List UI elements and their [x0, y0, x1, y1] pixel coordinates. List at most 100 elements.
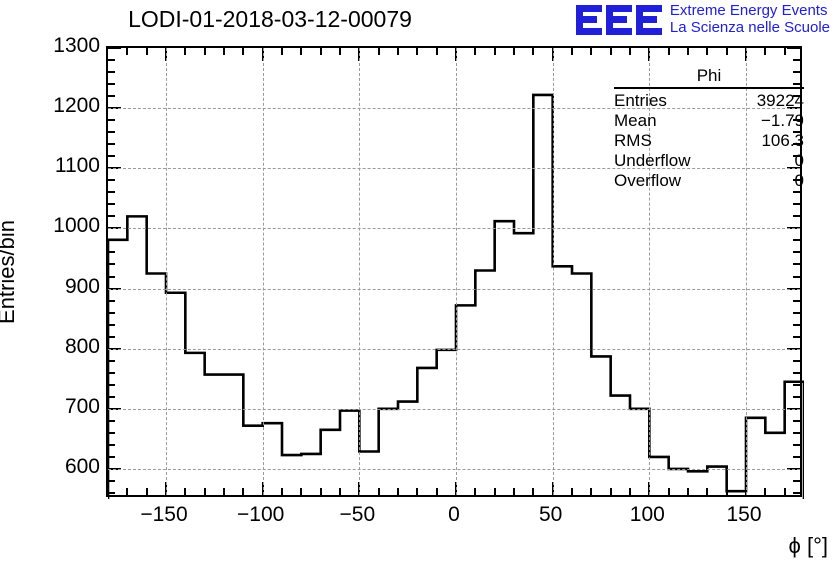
stats-row-value: 106.3: [761, 131, 804, 151]
stats-row-key: Overflow: [614, 171, 682, 191]
x-axis-minor-tick: [493, 48, 496, 55]
x-axis-minor-tick: [319, 48, 322, 55]
y-axis-minor-tick: [108, 143, 115, 146]
x-axis-minor-tick: [667, 488, 670, 495]
y-axis-minor-tick: [793, 359, 800, 362]
y-axis-minor-tick: [108, 455, 115, 458]
y-axis-minor-tick: [793, 431, 800, 434]
stats-row: Mean −1.79: [614, 111, 804, 131]
stats-row-key: Mean: [614, 111, 657, 131]
stats-row-key: Underflow: [614, 151, 691, 171]
grid-line-horizontal: [108, 348, 800, 350]
stats-row: Underflow 0: [614, 151, 804, 171]
x-axis-minor-tick: [764, 48, 767, 55]
y-axis-minor-tick: [108, 59, 115, 62]
y-tick-label: 800: [64, 334, 100, 358]
x-axis-minor-tick: [493, 488, 496, 495]
x-axis-minor-tick: [590, 488, 593, 495]
y-axis-minor-tick: [108, 239, 115, 242]
x-axis-minor-tick: [783, 488, 786, 495]
x-axis-minor-tick: [416, 488, 419, 495]
y-axis-minor-tick: [108, 359, 115, 362]
x-axis-minor-tick: [397, 488, 399, 495]
stats-rows: Entries 39224 Mean −1.79 RMS 106.3 Underflow 0 O…: [614, 91, 804, 191]
grid-line-horizontal: [108, 108, 800, 110]
y-axis-minor-tick: [108, 323, 115, 326]
x-axis-minor-tick: [184, 48, 187, 55]
y-axis-minor-tick: [793, 71, 800, 74]
x-axis-minor-tick: [397, 48, 399, 55]
x-axis-minor-tick: [281, 48, 283, 55]
x-tick-label: 100: [629, 503, 665, 526]
x-tick-label: −50: [339, 503, 376, 526]
y-axis-minor-tick: [793, 95, 800, 98]
x-axis-minor-tick: [242, 48, 245, 55]
y-axis-tick-labels: 600 700 800 900 1000 1100 1200 1300: [0, 34, 100, 497]
y-axis-minor-tick: [108, 479, 115, 482]
grid-line-horizontal: [108, 228, 800, 230]
x-axis-minor-tick: [203, 48, 206, 55]
x-axis-minor-tick: [629, 488, 631, 495]
y-tick-label: 1100: [54, 154, 100, 178]
x-axis-minor-tick: [145, 488, 148, 495]
x-axis-minor-tick: [377, 488, 380, 495]
y-axis-minor-tick: [108, 491, 115, 494]
x-axis-minor-tick: [339, 48, 341, 55]
y-axis-minor-tick: [108, 371, 115, 374]
y-axis-minor-tick: [108, 311, 115, 314]
stats-box: Phi Entries 39224 Mean −1.79 RMS 106.3 Underfl…: [614, 66, 804, 191]
x-axis-minor-tick: [435, 48, 438, 55]
x-axis-minor-tick: [513, 48, 515, 55]
y-tick-label: 700: [64, 394, 100, 418]
stats-title: Phi: [696, 66, 722, 85]
y-axis-minor-tick: [108, 395, 115, 398]
y-axis-tick: [108, 47, 121, 49]
y-axis-minor-tick: [108, 383, 115, 386]
y-axis-minor-tick: [108, 251, 115, 254]
grid-line-vertical: [359, 48, 361, 495]
y-axis-minor-tick: [108, 83, 115, 86]
x-axis-tick-labels: −150 −100 −50 0 50 100 150: [106, 499, 802, 529]
y-axis-minor-tick: [108, 419, 115, 422]
x-tick-label: −150: [140, 503, 188, 526]
y-axis-minor-tick: [108, 155, 115, 158]
x-axis-minor-tick: [783, 48, 786, 55]
x-axis-minor-tick: [571, 488, 573, 495]
x-tick-label: 0: [448, 503, 460, 526]
x-axis-minor-tick: [474, 488, 477, 495]
stats-row-value: 0: [794, 171, 804, 191]
y-axis-minor-tick: [793, 179, 800, 182]
y-axis-minor-tick: [793, 335, 800, 338]
grid-line-vertical: [166, 48, 167, 495]
y-axis-minor-tick: [108, 131, 115, 134]
y-axis-minor-tick: [108, 275, 115, 278]
eee-logo-mark: [575, 4, 662, 35]
x-axis-minor-tick: [223, 48, 225, 55]
grid-line-vertical: [746, 48, 747, 495]
y-axis-minor-tick: [793, 371, 800, 374]
y-axis-minor-tick: [793, 419, 800, 422]
stats-row-value: 0: [794, 151, 804, 171]
y-tick-label: 600: [64, 454, 100, 478]
y-axis-minor-tick: [108, 335, 115, 338]
y-axis-minor-tick: [793, 479, 800, 482]
x-axis-minor-tick: [203, 488, 206, 495]
y-tick-label: 1000: [53, 214, 100, 238]
eee-logo: Extreme Energy Events La Scienza nelle S…: [575, 2, 830, 37]
x-axis-minor-tick: [687, 48, 689, 55]
x-axis-minor-tick: [667, 48, 670, 55]
x-axis-minor-tick: [725, 488, 728, 495]
y-axis-minor-tick: [108, 191, 115, 194]
x-axis-minor-tick: [532, 488, 535, 495]
x-axis-minor-tick: [377, 48, 380, 55]
x-tick-label: 50: [538, 503, 563, 526]
y-axis-minor-tick: [793, 59, 800, 62]
y-tick-label: 900: [64, 274, 100, 298]
x-axis-minor-tick: [300, 48, 303, 55]
y-axis-minor-tick: [793, 275, 800, 278]
y-axis-minor-tick: [793, 119, 800, 122]
eee-letter-icon: [575, 4, 602, 35]
y-axis-minor-tick: [793, 191, 800, 194]
y-tick-label: 1200: [53, 94, 100, 118]
